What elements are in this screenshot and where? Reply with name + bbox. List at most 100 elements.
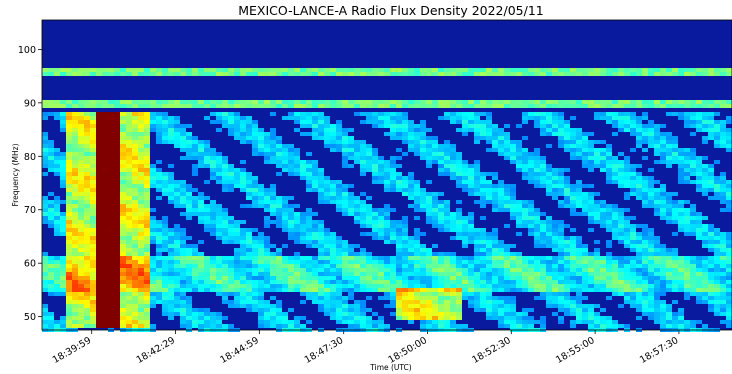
heatmap-cell — [348, 312, 354, 316]
heatmap-cell — [672, 252, 678, 256]
heatmap-cell — [654, 152, 660, 156]
heatmap-cell — [84, 300, 90, 304]
heatmap-cell — [252, 244, 258, 248]
heatmap-cell — [474, 236, 480, 240]
heatmap-cell — [216, 212, 222, 216]
heatmap-cell — [672, 204, 678, 208]
heatmap-cell — [486, 200, 492, 204]
heatmap-cell — [216, 112, 222, 116]
heatmap-cell — [330, 184, 336, 188]
heatmap-cell — [234, 268, 240, 272]
heatmap-cell — [216, 284, 222, 288]
heatmap-cell — [636, 140, 642, 144]
heatmap-cell — [114, 324, 120, 328]
heatmap-cell — [150, 324, 156, 328]
heatmap-cell — [312, 68, 318, 72]
heatmap-cell — [450, 216, 456, 220]
heatmap-cell — [534, 284, 540, 288]
heatmap-cell — [504, 324, 510, 328]
heatmap-cell — [480, 120, 486, 124]
heatmap-cell — [306, 256, 312, 260]
heatmap-cell — [84, 248, 90, 252]
heatmap-cell — [306, 132, 312, 136]
heatmap-cell — [252, 308, 258, 312]
heatmap-cell — [396, 252, 402, 256]
heatmap-cell — [570, 268, 576, 272]
heatmap-cell — [198, 72, 204, 76]
heatmap-cell — [258, 256, 264, 260]
heatmap-cell — [90, 208, 96, 212]
heatmap-cell — [336, 136, 342, 140]
heatmap-cell — [540, 316, 546, 320]
heatmap-cell — [114, 236, 120, 240]
heatmap-cell — [564, 144, 570, 148]
heatmap-cell — [144, 324, 150, 328]
heatmap-cell — [354, 68, 360, 72]
heatmap-cell — [42, 312, 48, 316]
heatmap-cell — [90, 236, 96, 240]
heatmap-cell — [660, 140, 666, 144]
heatmap-cell — [270, 276, 276, 280]
heatmap-cell — [330, 132, 336, 136]
heatmap-cell — [708, 100, 714, 104]
heatmap-cell — [624, 104, 630, 108]
heatmap-cell — [96, 120, 102, 124]
heatmap-cell — [426, 272, 432, 276]
heatmap-cell — [420, 200, 426, 204]
heatmap-cell — [408, 260, 414, 264]
heatmap-cell — [546, 100, 552, 104]
heatmap-cell — [696, 292, 702, 296]
heatmap-cell — [540, 176, 546, 180]
heatmap-cell — [390, 164, 396, 168]
heatmap-cell — [66, 224, 72, 228]
heatmap-cell — [114, 260, 120, 264]
heatmap-cell — [150, 176, 156, 180]
heatmap-cell — [60, 264, 66, 268]
heatmap-cell — [654, 212, 660, 216]
heatmap-cell — [576, 248, 582, 252]
heatmap-cell — [408, 248, 414, 252]
heatmap-cell — [426, 304, 432, 308]
heatmap-cell — [546, 172, 552, 176]
heatmap-cell — [396, 308, 402, 312]
heatmap-cell — [564, 176, 570, 180]
heatmap-cell — [96, 176, 102, 180]
heatmap-cell — [564, 252, 570, 256]
heatmap-cell — [270, 184, 276, 188]
heatmap-cell — [90, 176, 96, 180]
heatmap-cell — [480, 236, 486, 240]
heatmap-cell — [630, 188, 636, 192]
x-axis-label: Time (UTC) — [369, 363, 412, 372]
heatmap-cell — [504, 152, 510, 156]
heatmap-cell — [318, 288, 324, 292]
heatmap-cell — [444, 256, 450, 260]
heatmap-cell — [42, 144, 48, 148]
heatmap-cell — [318, 236, 324, 240]
heatmap-cell — [486, 112, 492, 116]
heatmap-cell — [102, 324, 108, 328]
heatmap-cell — [144, 300, 150, 304]
heatmap-cell — [246, 128, 252, 132]
heatmap-cell — [186, 136, 192, 140]
heatmap-cell — [54, 284, 60, 288]
heatmap-cell — [492, 200, 498, 204]
heatmap-cell — [96, 204, 102, 208]
heatmap-cell — [228, 180, 234, 184]
heatmap-cell — [204, 260, 210, 264]
heatmap-cell — [576, 316, 582, 320]
heatmap-cell — [306, 320, 312, 324]
heatmap-cell — [720, 100, 726, 104]
heatmap-cell — [426, 268, 432, 272]
heatmap-cell — [360, 140, 366, 144]
heatmap-cell — [528, 168, 534, 172]
heatmap-cell — [552, 312, 558, 316]
heatmap-cell — [252, 192, 258, 196]
heatmap-cell — [570, 128, 576, 132]
heatmap-cell — [162, 224, 168, 228]
heatmap-cell — [258, 296, 264, 300]
heatmap-cell — [42, 216, 48, 220]
heatmap-cell — [60, 316, 66, 320]
heatmap-cell — [540, 128, 546, 132]
heatmap-cell — [612, 232, 618, 236]
heatmap-cell — [540, 124, 546, 128]
